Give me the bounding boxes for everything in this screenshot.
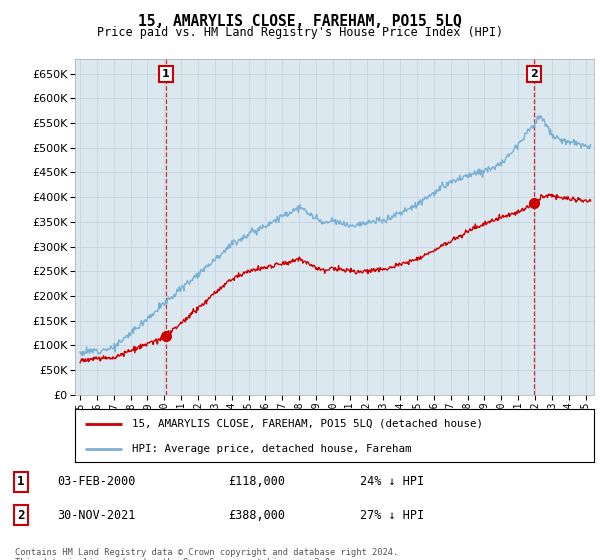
Text: 2: 2 [530,69,538,78]
Text: HPI: Average price, detached house, Fareham: HPI: Average price, detached house, Fare… [132,444,412,454]
Text: 24% ↓ HPI: 24% ↓ HPI [360,475,424,488]
Text: Price paid vs. HM Land Registry's House Price Index (HPI): Price paid vs. HM Land Registry's House … [97,26,503,39]
Text: 15, AMARYLIS CLOSE, FAREHAM, PO15 5LQ (detached house): 15, AMARYLIS CLOSE, FAREHAM, PO15 5LQ (d… [132,419,483,429]
Text: 15, AMARYLIS CLOSE, FAREHAM, PO15 5LQ: 15, AMARYLIS CLOSE, FAREHAM, PO15 5LQ [138,14,462,29]
Text: 27% ↓ HPI: 27% ↓ HPI [360,508,424,521]
Text: £118,000: £118,000 [228,475,285,488]
Text: £388,000: £388,000 [228,508,285,521]
Text: 1: 1 [17,475,25,488]
Text: 1: 1 [162,69,170,78]
Text: Contains HM Land Registry data © Crown copyright and database right 2024.
This d: Contains HM Land Registry data © Crown c… [15,548,398,560]
Text: 03-FEB-2000: 03-FEB-2000 [57,475,136,488]
Text: 2: 2 [17,508,25,521]
Text: 30-NOV-2021: 30-NOV-2021 [57,508,136,521]
